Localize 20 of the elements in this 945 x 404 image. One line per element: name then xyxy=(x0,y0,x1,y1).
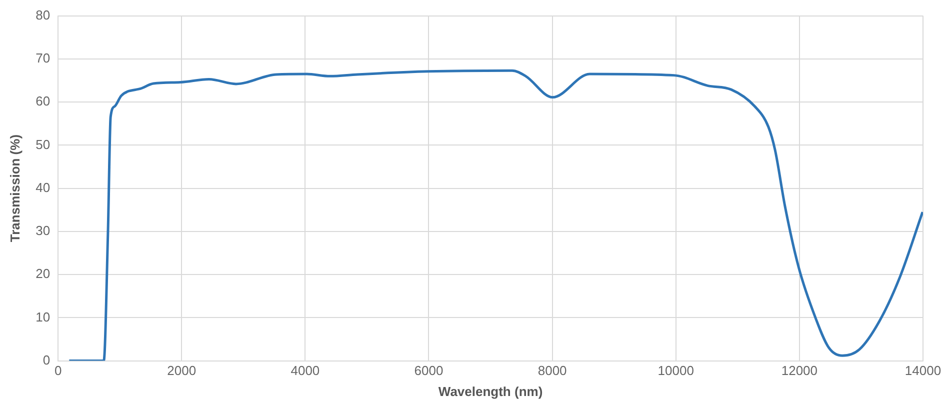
y-tick-label: 50 xyxy=(36,136,50,152)
y-tick-label: 0 xyxy=(42,352,50,368)
x-tick-label: 4000 xyxy=(290,363,320,378)
x-tick-label: 14000 xyxy=(904,363,942,378)
y-tick-label: 10 xyxy=(36,309,50,324)
x-tick-label: 2000 xyxy=(167,363,196,378)
y-tick-label: 20 xyxy=(36,266,50,282)
y-axis-title: Transmission (%) xyxy=(7,134,22,242)
x-axis-title: Wavelength (nm) xyxy=(438,384,543,399)
x-tick-label: 6000 xyxy=(414,363,444,378)
x-tick-label: 12000 xyxy=(781,363,818,378)
y-tick-label: 30 xyxy=(36,223,50,238)
line-series xyxy=(68,69,923,361)
y-tick-label: 60 xyxy=(36,94,50,109)
y-tick-label: 80 xyxy=(36,7,50,22)
x-tick-label: 8000 xyxy=(538,363,567,378)
y-tick-label: 70 xyxy=(36,50,50,66)
x-tick-label: 10000 xyxy=(658,363,694,378)
x-tick-label: 0 xyxy=(54,363,62,378)
y-tick-label: 40 xyxy=(36,180,50,195)
